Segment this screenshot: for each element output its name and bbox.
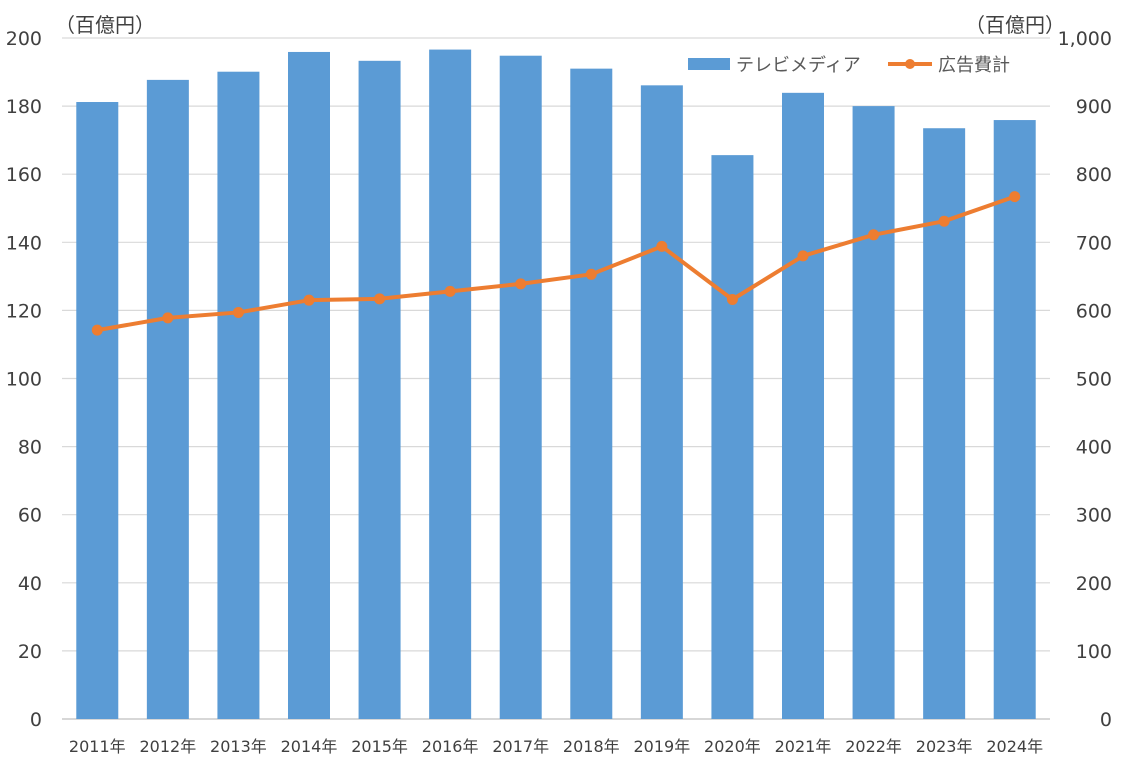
- right-tick-label: 100: [1076, 641, 1112, 663]
- left-tick-label: 120: [6, 300, 42, 322]
- right-tick-label: 600: [1076, 300, 1112, 322]
- right-tick-label: 200: [1076, 573, 1112, 595]
- line-series: [91, 191, 1021, 336]
- left-axis-ticks: 0 20 40 60 80 100 120 140 160 180 200: [6, 28, 42, 731]
- x-tick-label: 2011年: [69, 737, 126, 756]
- legend-label-line: 広告費計: [938, 55, 1010, 76]
- bar-series: [76, 49, 1036, 720]
- legend: テレビメディア 広告費計: [688, 55, 1010, 76]
- bar: [499, 55, 542, 720]
- left-tick-label: 160: [6, 164, 42, 186]
- x-tick-label: 2015年: [351, 737, 408, 756]
- right-tick-label: 300: [1076, 505, 1112, 527]
- right-tick-label: 500: [1076, 369, 1112, 391]
- bar: [358, 60, 401, 720]
- x-tick-label: 2020年: [704, 737, 761, 756]
- left-tick-label: 20: [18, 641, 42, 663]
- line-point: [374, 293, 386, 305]
- left-tick-label: 40: [18, 573, 42, 595]
- legend-label-bar: テレビメディア: [736, 55, 861, 76]
- bar: [217, 71, 260, 720]
- line-point: [938, 215, 950, 227]
- line-point: [585, 268, 597, 280]
- x-tick-label: 2024年: [986, 737, 1043, 756]
- x-tick-label: 2016年: [422, 737, 479, 756]
- x-tick-label: 2017年: [492, 737, 549, 756]
- left-axis-unit: （百億円）: [55, 13, 155, 37]
- line-path: [96, 194, 1016, 333]
- line-point: [726, 294, 738, 306]
- bar: [570, 68, 613, 719]
- gridlines: [62, 37, 1050, 720]
- line-point: [162, 312, 174, 324]
- bar: [76, 102, 119, 720]
- x-axis-ticks: 2011年 2012年 2013年 2014年 2015年 2016年 2017年 2018年…: [69, 737, 1043, 756]
- left-tick-label: 60: [18, 505, 42, 527]
- bar: [640, 85, 683, 720]
- x-tick-label: 2012年: [139, 737, 196, 756]
- bar: [782, 92, 824, 720]
- line-point: [868, 229, 880, 241]
- x-tick-label: 2023年: [916, 737, 973, 756]
- left-tick-label: 140: [6, 232, 42, 254]
- right-tick-label: 800: [1076, 164, 1112, 186]
- x-tick-label: 2019年: [633, 737, 690, 756]
- bar: [923, 128, 966, 720]
- line-point: [515, 278, 527, 290]
- left-tick-label: 100: [6, 369, 42, 391]
- right-axis-ticks: 0 100 200 300 400 500 600 700 800 900 1,000: [1058, 28, 1112, 731]
- bar: [711, 155, 754, 719]
- right-tick-label: 900: [1076, 96, 1112, 118]
- left-tick-label: 180: [6, 96, 42, 118]
- line-point: [1009, 191, 1021, 203]
- x-tick-label: 2013年: [210, 737, 267, 756]
- bar: [146, 79, 189, 720]
- line-point: [91, 324, 103, 336]
- right-tick-label: 400: [1076, 437, 1112, 459]
- bar: [429, 49, 472, 719]
- bar: [993, 120, 1036, 720]
- line-point: [444, 285, 456, 297]
- legend-swatch-bar: [688, 58, 730, 70]
- line-point: [656, 240, 668, 252]
- right-tick-label: 0: [1100, 709, 1112, 731]
- line-point: [232, 306, 244, 318]
- legend-swatch-marker: [905, 59, 915, 69]
- left-tick-label: 80: [18, 437, 42, 459]
- left-tick-label: 0: [30, 709, 42, 731]
- x-tick-label: 2022年: [845, 737, 902, 756]
- x-tick-label: 2021年: [775, 737, 832, 756]
- line-point: [797, 250, 809, 262]
- bar: [288, 51, 330, 719]
- right-tick-label: 700: [1076, 232, 1112, 254]
- right-axis-unit: （百億円）: [965, 13, 1065, 37]
- x-tick-label: 2014年: [281, 737, 338, 756]
- bar: [852, 106, 895, 720]
- line-point: [303, 294, 315, 306]
- left-tick-label: 200: [6, 28, 42, 50]
- right-tick-label: 1,000: [1058, 28, 1112, 50]
- x-tick-label: 2018年: [563, 737, 620, 756]
